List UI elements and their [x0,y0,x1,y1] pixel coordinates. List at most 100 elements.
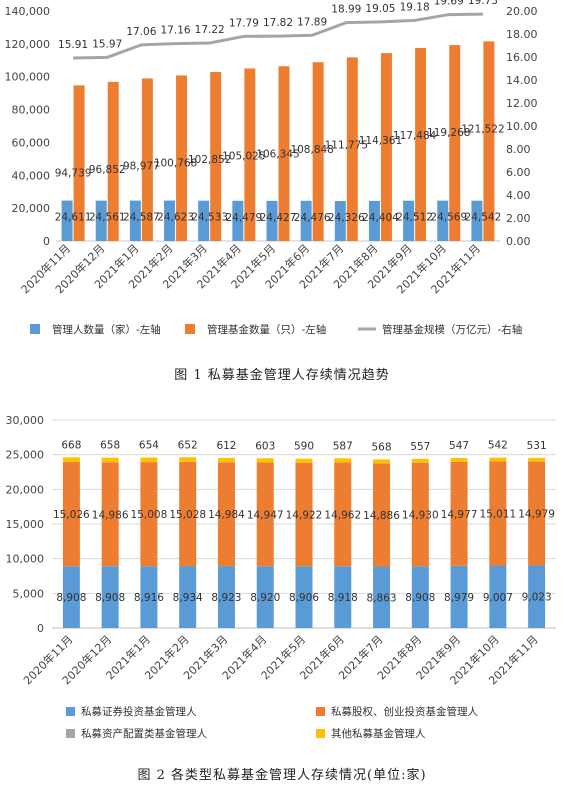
label-managers: 24,479 [225,212,262,224]
y-tick-label: 30,000 [6,414,45,427]
bar-securities [373,566,391,628]
label-securities: 8,906 [289,592,319,604]
y-tick-label: 20,000 [6,483,45,496]
label-fund-scale: 19.69 [434,0,464,8]
label-equity-vc: 14,886 [363,510,400,522]
bar-managers [95,200,107,241]
bar-funds [449,45,461,241]
y-left-tick-label: 0 [43,235,50,248]
legend-label: 管理基金数量（只）-左轴 [207,323,326,336]
label-securities: 8,908 [56,592,86,604]
label-equity-vc: 14,947 [247,509,284,521]
bar-other [62,457,80,462]
legend-label: 管理基金规模（万亿元）-右轴 [382,323,522,336]
bar-funds [380,53,392,241]
bar-managers [300,200,312,241]
bar-securities [140,566,158,628]
label-managers: 24,404 [362,212,399,224]
label-funds: 100,768 [154,157,197,169]
label-fund-scale: 19.05 [365,3,395,15]
bar-other [334,458,352,463]
label-securities: 9,007 [483,592,513,604]
bar-managers [334,201,346,241]
y-right-tick-label: 16.00 [506,51,538,64]
bar-funds [73,85,85,241]
legend-swatch [66,707,75,716]
bar-securities [179,566,197,628]
bar-securities [62,566,80,628]
bar-securities [528,565,546,628]
bar-equity-vc [489,461,507,566]
bar-funds [483,41,495,241]
label-other: 590 [294,441,314,453]
label-funds: 117,484 [393,130,437,142]
bar-securities [295,566,313,628]
bar-other [256,458,274,463]
y-left-tick-label: 80,000 [12,104,51,117]
y-right-tick-label: 8.00 [506,143,531,156]
y-right-tick-label: 20.00 [506,5,538,18]
label-securities: 8,908 [95,592,125,604]
label-equity-vc: 15,011 [479,509,516,521]
label-other: 587 [333,440,353,452]
bar-securities [101,566,119,628]
label-securities: 8,863 [367,592,397,604]
label-other: 568 [372,441,392,453]
legend-swatch [30,324,40,334]
label-other: 612 [216,440,236,452]
bar-funds [346,57,358,241]
line-fund-scale [73,12,483,60]
label-equity-vc: 14,986 [92,509,129,521]
legend-label: 私募股权、创业投资基金管理人 [331,705,478,718]
bar-securities [334,566,352,628]
label-managers: 24,623 [157,212,194,224]
bar-securities [217,566,235,628]
label-fund-scale: 19.73 [468,0,498,7]
label-securities: 8,916 [134,592,164,604]
label-fund-scale: 17.06 [126,26,156,38]
label-equity-vc: 14,977 [441,509,478,521]
label-managers: 24,611 [55,212,92,224]
y-left-tick-label: 120,000 [5,38,51,51]
label-funds: 105,025 [222,150,265,162]
bar-managers [164,200,176,241]
y-tick-label: 0 [37,622,44,635]
bar-equity-vc [256,462,274,567]
bar-managers [403,200,415,241]
label-funds: 121,522 [461,123,504,135]
chart-1: 0 20,000 40,000 60,000 80,000 100,000 120,000 1… [5,0,538,336]
label-funds: 111,775 [325,139,368,151]
bar-other [179,457,197,462]
bar-securities [450,565,468,628]
bar-managers [61,200,73,241]
label-managers: 24,533 [191,212,228,224]
legend-swatch [185,324,195,334]
y-left-tick-label: 100,000 [5,71,51,84]
legend-label: 管理人数量（家）-左轴 [52,323,161,336]
label-managers: 24,587 [123,212,160,224]
label-managers: 24,561 [89,212,126,224]
label-equity-vc: 15,008 [131,509,168,521]
label-other: 547 [449,440,469,452]
label-equity-vc: 15,028 [169,509,206,521]
label-fund-scale: 15.91 [58,39,88,51]
y-right-tick-label: 4.00 [506,189,531,202]
label-equity-vc: 14,962 [324,509,361,521]
bar-funds [312,62,324,242]
bar-equity-vc [179,461,197,567]
chart-2: 0 5,000 10,000 15,000 20,000 25,000 30,000 8,90… [6,414,556,740]
label-funds: 106,345 [256,148,299,160]
label-securities: 8,934 [173,592,203,604]
bar-managers [129,200,141,241]
bar-other [373,459,391,464]
legend-swatch [316,707,325,716]
bar-equity-vc [217,462,235,567]
label-equity-vc: 14,979 [518,509,555,521]
label-fund-scale: 19.18 [400,1,430,13]
bar-funds [244,68,256,242]
label-fund-scale: 17.79 [229,17,259,29]
bar-managers [198,200,210,241]
label-securities: 8,918 [328,592,358,604]
y-right-tick-label: 12.00 [506,97,538,110]
y-tick-label: 25,000 [6,449,45,462]
